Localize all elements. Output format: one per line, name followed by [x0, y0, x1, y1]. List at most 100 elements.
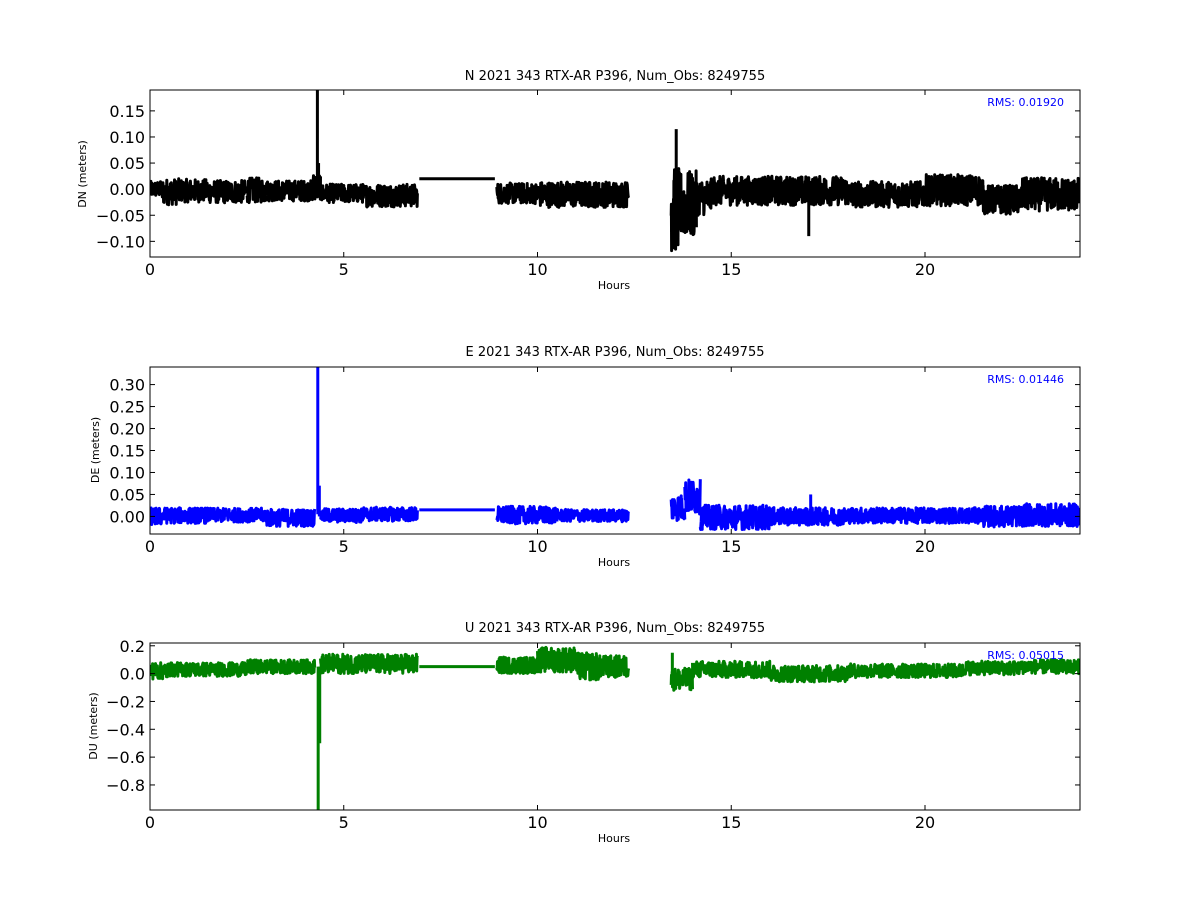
panel-north-ytick-label: 0.10: [109, 128, 145, 147]
panel-north-ytick-label: 0.05: [109, 154, 145, 173]
panel-up-xtick-label: 15: [721, 813, 741, 832]
panel-north-ylabel: DN (meters): [76, 140, 89, 208]
panel-east: E 2021 343 RTX-AR P396, Num_Obs: 8249755…: [89, 345, 764, 569]
panel-east-xtick-label: 20: [915, 537, 935, 556]
series-north-segment: [179, 177, 210, 204]
panel-north-xtick-label: 15: [721, 260, 741, 279]
series-up-segment: [319, 652, 419, 675]
series-north-segment: [361, 182, 419, 209]
series-up-segment: [536, 645, 578, 674]
series-north-segment: [160, 177, 183, 207]
series-east-segment: [319, 507, 365, 524]
series-up-segment: [691, 659, 772, 680]
series-north: [150, 90, 1080, 253]
panel-up-ytick-label: −0.2: [106, 692, 145, 711]
panel-east-ytick-label: 0.20: [109, 420, 145, 439]
panel-east-ytick-label: 0.00: [109, 507, 145, 526]
series-east-segment: [361, 505, 419, 523]
panel-north-frame: [149, 89, 1081, 258]
series-north-segment: [694, 177, 714, 217]
panel-north-ytick-label: 0.00: [109, 180, 145, 199]
series-up-segment: [574, 651, 601, 682]
panel-up-ytick-label: −0.6: [106, 748, 145, 767]
panel-east-ylabel: DE (meters): [89, 417, 102, 483]
panel-up-xlabel: Hours: [598, 832, 630, 845]
series-up-segment: [768, 664, 849, 684]
series-north-segment: [677, 169, 698, 237]
series-up-segment: [495, 655, 539, 675]
panel-up-rms: RMS: 0.05015: [987, 649, 1064, 662]
panel-north-ytick-label: −0.05: [96, 206, 145, 225]
series-east-segment: [150, 506, 164, 526]
series-up-segment: [846, 662, 966, 680]
panel-north-xtick-label: 0: [145, 260, 155, 279]
panel-up-xtick-label: 5: [339, 813, 349, 832]
series-north-segment: [1020, 176, 1080, 213]
panel-east-ytick-label: 0.30: [109, 376, 145, 395]
panel-north-rms: RMS: 0.01920: [987, 96, 1064, 109]
panel-east-ytick-label: 0.10: [109, 463, 145, 482]
panel-up-xtick-label: 0: [145, 813, 155, 832]
series-east-segment: [160, 506, 210, 525]
series-up-segment: [245, 658, 317, 676]
panel-up-title: U 2021 343 RTX-AR P396, Num_Obs: 8249755: [465, 621, 765, 636]
panel-east-ytick-label: 0.05: [109, 485, 145, 504]
panel-up-xtick-label: 10: [527, 813, 547, 832]
panel-up: U 2021 343 RTX-AR P396, Num_Obs: 8249755…: [87, 621, 765, 845]
panel-north-xtick-label: 20: [915, 260, 935, 279]
panel-north-title: N 2021 343 RTX-AR P396, Num_Obs: 8249755: [465, 69, 765, 84]
series-east-segment: [264, 507, 317, 528]
panel-east-xlabel: Hours: [598, 556, 630, 569]
panel-east-xtick-label: 10: [527, 537, 547, 556]
panel-up-frame: [149, 642, 1081, 811]
panel-up-xtick-label: 20: [915, 813, 935, 832]
series-east-segment: [981, 504, 1024, 529]
panel-north-ytick-label: −0.10: [96, 232, 145, 251]
series-north-segment: [846, 179, 927, 209]
panel-up-ylabel: DU (meters): [87, 692, 100, 759]
panel-up-ytick-label: 0.0: [120, 665, 145, 684]
series-up-segment: [150, 661, 171, 681]
series-up-segment: [962, 659, 1024, 677]
panel-north: N 2021 343 RTX-AR P396, Num_Obs: 8249755…: [76, 69, 765, 292]
panel-east-xtick-label: 5: [339, 537, 349, 556]
panel-up-ytick-label: 0.2: [120, 637, 145, 656]
panel-east-rms: RMS: 0.01446: [987, 373, 1064, 386]
series-up-segment: [669, 666, 694, 692]
series-east-segment: [495, 504, 559, 526]
series-north-segment: [981, 183, 1024, 216]
series-north-segment: [245, 176, 268, 205]
panel-north-xtick-label: 5: [339, 260, 349, 279]
panel-east-xtick-label: 0: [145, 537, 155, 556]
series-north-segment: [923, 173, 985, 208]
panel-east-ytick-label: 0.15: [109, 442, 145, 461]
series-east-segment: [1020, 502, 1080, 528]
series-east: [150, 367, 1080, 531]
panel-east-title: E 2021 343 RTX-AR P396, Num_Obs: 8249755: [466, 345, 765, 360]
series-east-segment: [698, 503, 772, 531]
panel-up-ytick-label: −0.8: [106, 776, 145, 795]
series-north-segment: [150, 179, 164, 197]
series-up: [150, 645, 1080, 810]
series-north-segment: [594, 180, 630, 209]
series-north-segment: [319, 182, 365, 204]
series-north-segment: [710, 174, 849, 207]
panel-north-ytick-label: 0.15: [109, 102, 145, 121]
series-east-segment: [555, 507, 630, 524]
series-north-segment: [536, 180, 598, 209]
series-up-segment: [1020, 658, 1080, 676]
series-east-segment: [669, 494, 687, 522]
series-east-segment: [768, 506, 849, 527]
panel-north-xlabel: Hours: [598, 279, 630, 292]
series-up-segment: [598, 654, 631, 679]
series-north-segment: [495, 181, 539, 206]
panel-up-ytick-label: −0.4: [106, 720, 145, 739]
series-east-segment: [683, 478, 702, 516]
panel-north-xtick-label: 10: [527, 260, 547, 279]
series-up-segment: [167, 661, 249, 678]
series-north-segment: [206, 179, 249, 205]
series-east-segment: [846, 506, 985, 525]
panel-east-xtick-label: 15: [721, 537, 741, 556]
series-north-segment: [264, 179, 315, 203]
